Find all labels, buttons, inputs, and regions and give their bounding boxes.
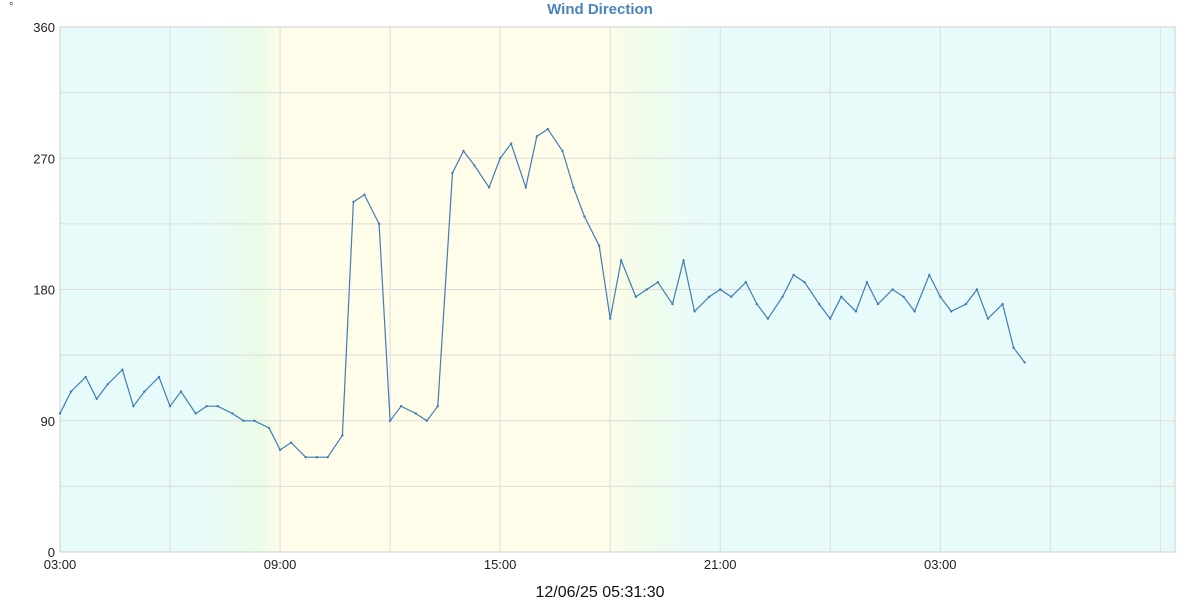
data-point [95, 397, 98, 401]
data-point [253, 419, 256, 422]
data-point [829, 317, 832, 320]
data-point [168, 404, 172, 408]
data-point [939, 295, 942, 298]
data-point [707, 295, 711, 298]
data-point [964, 302, 968, 306]
data-point [645, 288, 649, 291]
data-point [315, 456, 318, 459]
data-point [671, 302, 674, 306]
data-point [730, 295, 733, 298]
data-point [473, 164, 476, 167]
data-point [341, 434, 344, 437]
data-point [304, 456, 307, 459]
data-point [619, 259, 623, 262]
data-point [231, 412, 234, 415]
data-point [326, 456, 329, 459]
x-tick-label: 09:00 [264, 557, 297, 572]
data-point [278, 448, 282, 452]
x-tick-label: 21:00 [704, 557, 737, 572]
chart-title: Wind Direction [547, 1, 653, 18]
data-point [891, 288, 894, 291]
data-point [572, 186, 575, 189]
timestamp-label: 12/06/25 05:31:30 [535, 584, 665, 601]
data-point [840, 295, 843, 298]
data-point [1023, 361, 1026, 364]
wind-direction-series-line [59, 128, 1026, 458]
data-point [194, 412, 197, 415]
data-point [106, 383, 109, 386]
data-point [693, 310, 696, 313]
data-point [388, 419, 392, 422]
data-point [656, 281, 660, 284]
data-point [487, 186, 491, 189]
data-point [425, 419, 428, 422]
y-tick-label: 270 [33, 151, 55, 166]
y-tick-label: 90 [41, 414, 55, 429]
data-point [876, 302, 880, 306]
data-point [69, 390, 73, 393]
data-point [121, 368, 124, 371]
data-point [289, 441, 293, 444]
data-point [1001, 302, 1004, 306]
data-point [634, 295, 638, 298]
data-point [436, 404, 439, 408]
data-point [975, 288, 979, 291]
data-point [399, 404, 403, 408]
data-point [377, 222, 381, 226]
y-unit-label: ° [9, 1, 14, 13]
data-point [524, 186, 528, 189]
data-point [242, 419, 245, 422]
data-point [84, 375, 87, 379]
data-point [803, 281, 806, 284]
data-point [854, 310, 858, 313]
data-point [718, 288, 722, 291]
data-point [781, 295, 784, 298]
data-point [498, 157, 502, 160]
y-tick-label: 360 [33, 20, 55, 35]
data-point [766, 317, 770, 320]
data-point [561, 149, 564, 153]
data-point [928, 273, 931, 277]
data-point [1012, 346, 1015, 350]
data-point [950, 310, 953, 313]
data-point [546, 127, 550, 131]
data-point [608, 317, 612, 320]
y-tick-label: 0 [48, 545, 55, 560]
data-point [462, 149, 465, 153]
data-point [535, 135, 539, 138]
data-point [583, 215, 586, 218]
data-point [865, 281, 869, 284]
data-point [267, 426, 271, 430]
plot-frame [59, 26, 1176, 553]
data-point [509, 142, 513, 145]
data-point [902, 295, 905, 298]
data-point [451, 171, 454, 175]
data-point [363, 193, 366, 196]
data-point [755, 302, 759, 306]
x-tick-label: 15:00 [484, 557, 517, 572]
data-point [818, 302, 821, 306]
data-point [132, 404, 135, 408]
data-point [58, 412, 62, 415]
data-point [597, 244, 601, 247]
data-point [913, 310, 916, 313]
data-point [352, 200, 355, 204]
data-point [216, 404, 219, 408]
data-point [157, 375, 161, 379]
data-point [682, 259, 685, 262]
data-point [414, 412, 417, 415]
x-tick-label: 03:00 [924, 557, 957, 572]
data-point [143, 390, 146, 393]
data-point [205, 404, 208, 408]
data-point [792, 273, 795, 277]
data-point [744, 281, 748, 284]
data-point [986, 317, 990, 320]
data-point [179, 390, 183, 393]
x-tick-label: 03:00 [44, 557, 77, 572]
y-tick-label: 180 [33, 283, 55, 298]
